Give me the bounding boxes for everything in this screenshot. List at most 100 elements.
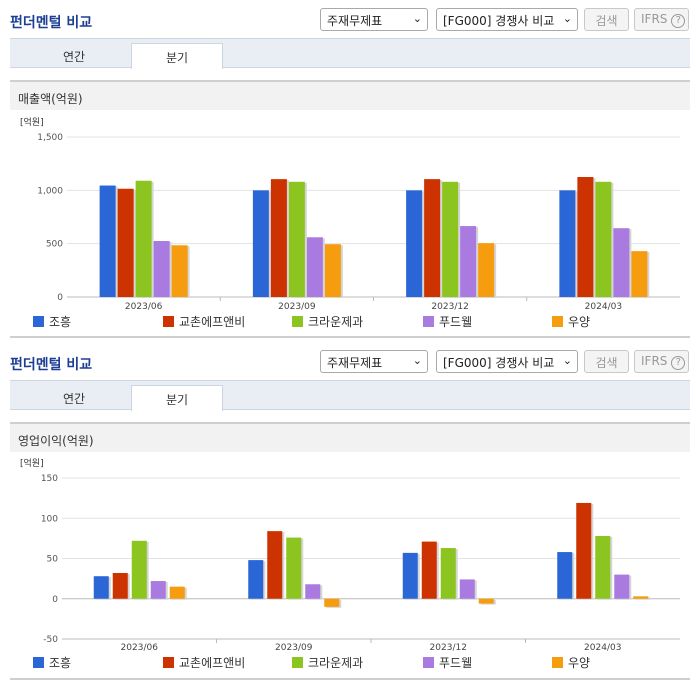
bar <box>440 548 456 599</box>
tab-annual[interactable]: 연간 <box>62 392 86 406</box>
legend-item[interactable]: 교촌에프앤비 <box>163 654 245 671</box>
bar <box>613 228 630 297</box>
bar <box>595 181 612 297</box>
peer-select-value: [FG000] 경쟁사 비교 <box>443 356 555 370</box>
bar <box>424 179 441 297</box>
chevron-down-icon: ⌄ <box>412 12 422 25</box>
panel-header: 펀더멘털 비교 주재무제표 ⌄ [FG000] 경쟁사 비교 ⌄ 검색 IFRS ? <box>0 0 696 38</box>
period-tabs: 연간 분기 <box>10 38 690 69</box>
bar <box>595 535 611 599</box>
x-tick-label: 2024/03 <box>585 302 622 312</box>
legend-swatch <box>292 316 303 327</box>
bar <box>406 190 423 297</box>
legend-item[interactable]: 조흥 <box>33 313 71 330</box>
bar <box>99 185 116 297</box>
search-button[interactable]: 검색 <box>584 8 629 31</box>
bar <box>633 596 649 599</box>
bar <box>117 188 134 297</box>
chevron-down-icon: ⌄ <box>412 354 422 367</box>
legend-label: 푸드웰 <box>439 315 473 329</box>
bar <box>288 181 305 297</box>
legend-swatch <box>552 316 563 327</box>
statement-select-value: 주재무제표 <box>327 356 383 370</box>
bar <box>270 179 287 297</box>
help-icon: ? <box>671 14 686 28</box>
peer-select[interactable]: [FG000] 경쟁사 비교 ⌄ <box>436 350 578 373</box>
panel-title: 펀더멘털 비교 <box>10 15 93 31</box>
legend-swatch <box>33 316 44 327</box>
tab-quarterly[interactable]: 분기 <box>131 43 223 69</box>
chevron-down-icon: ⌄ <box>562 12 572 25</box>
period-tabs: 연간 분기 <box>10 380 690 411</box>
panel-title: 펀더멘털 비교 <box>10 357 93 373</box>
legend-swatch <box>163 316 174 327</box>
x-tick-label: 2023/09 <box>275 643 313 653</box>
tab-annual[interactable]: 연간 <box>62 50 86 64</box>
ifrs-label: IFRS <box>641 354 668 368</box>
bar <box>306 237 323 297</box>
legend-item[interactable]: 우양 <box>552 313 590 330</box>
legend-item[interactable]: 푸드웰 <box>423 654 472 671</box>
legend-label: 조흥 <box>49 656 72 670</box>
legend-swatch <box>33 657 44 668</box>
legend-label: 크라운제과 <box>308 315 364 329</box>
legend-swatch <box>292 657 303 668</box>
chart-legend: 조흥 교촌에프앤비 크라운제과 푸드웰 우양 <box>33 654 673 670</box>
bar <box>305 584 321 599</box>
legend-item[interactable]: 크라운제과 <box>292 654 363 671</box>
legend-swatch <box>552 657 563 668</box>
y-unit-label: [억원] <box>20 116 44 128</box>
chart-subheader: 영업이익(억원) <box>10 422 690 452</box>
y-tick-label: -50 <box>43 635 58 645</box>
legend-item[interactable]: 우양 <box>552 654 590 671</box>
legend-label: 교촌에프앤비 <box>179 315 246 329</box>
legend-item[interactable]: 푸드웰 <box>423 313 472 330</box>
legend-label: 우양 <box>568 315 591 329</box>
operating-profit-chart: [억원] 150 100 50 0 -50 2023/06 2023/09 2023/12 202… <box>20 457 680 653</box>
x-tick-label: 2023/09 <box>278 302 316 312</box>
y-tick-label: 1,000 <box>37 186 63 196</box>
bar <box>459 579 475 599</box>
legend-item[interactable]: 조흥 <box>33 654 71 671</box>
bar <box>478 598 494 604</box>
chevron-down-icon: ⌄ <box>562 354 572 367</box>
statement-select[interactable]: 주재무제표 ⌄ <box>320 8 428 31</box>
bar <box>577 177 594 297</box>
peer-select[interactable]: [FG000] 경쟁사 비교 ⌄ <box>436 8 578 31</box>
y-tick-label: 1,500 <box>37 133 63 143</box>
legend-label: 푸드웰 <box>439 656 473 670</box>
x-tick-label: 2023/12 <box>430 643 467 653</box>
legend-swatch <box>423 316 434 327</box>
legend-item[interactable]: 크라운제과 <box>292 313 363 330</box>
bar <box>460 226 477 297</box>
y-tick-label: 100 <box>41 514 58 524</box>
ifrs-button[interactable]: IFRS ? <box>634 8 689 31</box>
peer-select-value: [FG000] 경쟁사 비교 <box>443 14 555 28</box>
search-button[interactable]: 검색 <box>584 350 629 373</box>
ifrs-button[interactable]: IFRS ? <box>634 350 689 373</box>
bar <box>131 540 147 599</box>
bar <box>286 537 302 599</box>
y-tick-label: 0 <box>52 595 58 605</box>
bar <box>267 531 283 599</box>
bar <box>252 190 269 297</box>
bar <box>93 576 109 599</box>
statement-select[interactable]: 주재무제표 ⌄ <box>320 350 428 373</box>
bar <box>421 541 437 599</box>
legend-label: 우양 <box>568 656 591 670</box>
legend-item[interactable]: 교촌에프앤비 <box>163 313 245 330</box>
bar <box>135 180 152 297</box>
bar <box>324 598 340 607</box>
statement-select-value: 주재무제표 <box>327 14 383 28</box>
tab-quarterly[interactable]: 분기 <box>131 385 223 411</box>
bar <box>576 502 592 599</box>
ifrs-label: IFRS <box>641 12 668 26</box>
divider <box>10 336 690 338</box>
bar <box>153 241 170 297</box>
bar <box>402 552 418 599</box>
bar <box>248 560 264 599</box>
bar <box>478 243 495 297</box>
legend-label: 조흥 <box>49 315 72 329</box>
x-tick-label: 2024/03 <box>584 643 621 653</box>
help-icon: ? <box>671 356 686 370</box>
